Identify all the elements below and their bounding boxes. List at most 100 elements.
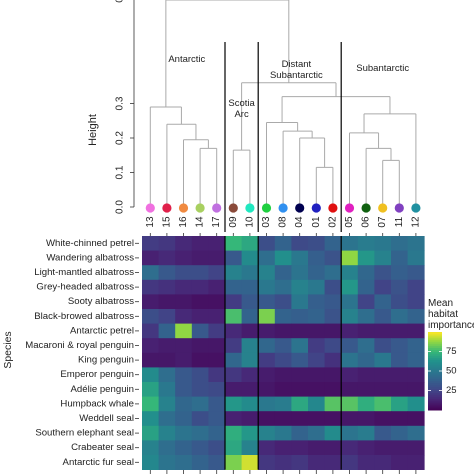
heatmap-cell: [241, 425, 259, 441]
heatmap-cell: [142, 352, 159, 368]
heatmap-cell: [175, 352, 193, 368]
heatmap-cell: [308, 323, 325, 339]
heatmap-cell: [308, 382, 325, 397]
row-label: Light-mantled albatross: [34, 267, 134, 278]
heatmap-cell: [341, 382, 359, 397]
heatmap-cell: [308, 352, 325, 368]
heatmap-cell: [175, 396, 193, 412]
heatmap-cell: [274, 455, 292, 470]
heatmap-cell: [258, 440, 276, 456]
heatmap-cell: [274, 250, 292, 266]
heatmap-cell: [158, 396, 176, 412]
heatmap-cell: [374, 425, 392, 441]
heatmap-cell: [158, 352, 176, 368]
legend-gradient-step: [428, 367, 442, 370]
heatmap-cell: [357, 367, 375, 383]
heatmap-cell: [274, 382, 292, 397]
heatmap-cell: [208, 338, 226, 354]
heatmap-cell: [308, 250, 325, 266]
legend-tick-label: 50: [446, 366, 457, 377]
leaf-dot: [295, 203, 305, 213]
heatmap-cell: [291, 323, 309, 339]
row-label: Sooty albatross: [68, 296, 134, 307]
heatmap-cell: [391, 367, 408, 383]
heatmap-cell: [407, 411, 425, 427]
leaf-dot: [344, 203, 355, 213]
heatmap-cell: [357, 265, 375, 281]
heatmap-cell: [191, 367, 209, 383]
heatmap-cell: [274, 440, 292, 456]
heatmap-cell: [391, 323, 408, 339]
legend-title: importance: [428, 320, 474, 331]
heatmap-cell: [274, 411, 292, 427]
heatmap-cell: [191, 338, 209, 354]
heatmap-cell: [225, 338, 242, 354]
heatmap-cell: [357, 425, 375, 441]
heatmap-cell: [274, 323, 292, 339]
heatmap-cell: [208, 425, 226, 441]
legend-gradient-step: [428, 335, 442, 339]
heatmap-cell: [341, 425, 359, 441]
heatmap-cell: [291, 382, 309, 397]
heatmap-cell: [357, 396, 375, 412]
heatmap-cell: [225, 236, 242, 251]
leaf-dot: [328, 203, 338, 213]
x-tick-label: 14: [195, 216, 206, 228]
x-tick-label: 13: [145, 216, 156, 228]
x-tick-label: 12: [410, 216, 421, 228]
heatmap-cell: [308, 367, 325, 383]
heatmap-cell: [142, 382, 159, 397]
heatmap-cell: [241, 455, 259, 470]
heatmap-cell: [274, 236, 292, 251]
x-tick-label: 10: [244, 216, 255, 228]
legend-gradient-step: [428, 341, 442, 345]
heatmap-cell: [324, 352, 342, 368]
legend-gradient-step: [428, 333, 442, 337]
heatmap-cell: [324, 411, 342, 427]
heatmap-cell: [191, 396, 209, 412]
heatmap-cell: [357, 309, 375, 324]
heatmap-cell: [308, 396, 325, 412]
heatmap-cell: [357, 411, 375, 427]
heatmap-cell: [208, 279, 226, 295]
leaf-dot: [178, 203, 189, 213]
heatmap-cell: [391, 236, 408, 251]
heatmap-cell: [341, 236, 359, 251]
heatmap-cell: [225, 265, 242, 281]
x-tick-label: 15: [161, 216, 172, 228]
leaf-dot: [394, 203, 404, 213]
heatmap-cell: [324, 236, 342, 251]
x-tick-label: 05: [344, 216, 355, 228]
heatmap-cell: [341, 309, 359, 324]
heatmap-cell: [274, 367, 292, 383]
heatmap-cell: [391, 455, 408, 470]
heatmap-cell: [391, 309, 408, 324]
legend-gradient-step: [428, 351, 442, 354]
legend-gradient-step: [428, 378, 442, 382]
leaf-dot: [162, 203, 172, 213]
heatmap-cell: [324, 309, 342, 324]
y-axis-title: Height: [87, 114, 99, 146]
heatmap-cell: [374, 396, 392, 412]
heatmap-cell: [175, 279, 193, 295]
leaf-dot: [261, 203, 272, 213]
legend-gradient-step: [428, 390, 442, 393]
heatmap-cell: [175, 367, 193, 383]
legend-tick-label: 25: [446, 385, 457, 396]
heatmap-cell: [324, 440, 342, 456]
heatmap-cell: [241, 279, 259, 295]
heatmap-cell: [258, 367, 276, 383]
legend-gradient-step: [428, 380, 442, 384]
heatmap-cell: [208, 309, 226, 324]
heatmap-cell: [258, 382, 276, 397]
heatmap-cell: [324, 396, 342, 412]
heatmap-cell: [241, 367, 259, 383]
heatmap-cell: [407, 323, 425, 339]
heatmap-cell: [308, 338, 325, 354]
heatmap-cell: [357, 455, 375, 470]
heatmap-cell: [225, 352, 242, 368]
heatmap-cell: [407, 367, 425, 383]
heatmap-cell: [291, 236, 309, 251]
heatmap-cell: [391, 396, 408, 412]
